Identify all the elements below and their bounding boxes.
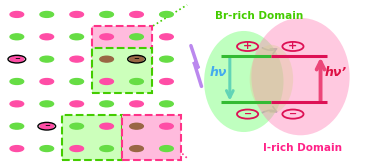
Circle shape — [130, 79, 143, 84]
Circle shape — [40, 56, 54, 62]
Bar — [91, 26, 152, 70]
Circle shape — [130, 123, 143, 129]
Circle shape — [100, 146, 113, 151]
Circle shape — [160, 146, 173, 151]
Ellipse shape — [249, 45, 293, 113]
Circle shape — [70, 101, 84, 107]
Circle shape — [40, 34, 54, 40]
Circle shape — [130, 101, 143, 107]
Text: −: − — [243, 109, 252, 119]
Circle shape — [10, 56, 24, 62]
Circle shape — [160, 34, 173, 40]
Circle shape — [10, 12, 24, 17]
Text: hν: hν — [209, 66, 227, 79]
Circle shape — [100, 79, 113, 84]
Circle shape — [160, 79, 173, 84]
Circle shape — [10, 123, 24, 129]
Circle shape — [70, 123, 84, 129]
Circle shape — [70, 12, 84, 17]
Circle shape — [130, 12, 143, 17]
Circle shape — [10, 79, 24, 84]
Text: +: + — [288, 41, 297, 52]
Text: +: + — [243, 41, 252, 52]
Circle shape — [130, 146, 143, 151]
Bar — [62, 115, 122, 160]
Circle shape — [40, 12, 54, 17]
Circle shape — [10, 34, 24, 40]
Circle shape — [130, 34, 143, 40]
Circle shape — [100, 123, 113, 129]
Text: I-rich Domain: I-rich Domain — [263, 143, 342, 153]
Ellipse shape — [204, 31, 284, 132]
Circle shape — [160, 101, 173, 107]
Bar — [91, 48, 152, 93]
Circle shape — [100, 101, 113, 107]
Circle shape — [40, 79, 54, 84]
Circle shape — [70, 56, 84, 62]
Text: −: − — [14, 56, 20, 62]
Text: Br-rich Domain: Br-rich Domain — [215, 11, 303, 21]
Circle shape — [70, 79, 84, 84]
Circle shape — [130, 56, 143, 62]
Circle shape — [70, 146, 84, 151]
Circle shape — [10, 146, 24, 151]
Circle shape — [70, 34, 84, 40]
Bar — [122, 115, 181, 160]
Circle shape — [40, 101, 54, 107]
Text: −: − — [133, 56, 139, 62]
Text: −: − — [44, 123, 50, 129]
Text: hν’: hν’ — [324, 66, 347, 79]
Text: −: − — [289, 109, 297, 119]
Circle shape — [160, 56, 173, 62]
Circle shape — [100, 12, 113, 17]
Circle shape — [160, 123, 173, 129]
Circle shape — [100, 56, 113, 62]
Circle shape — [160, 12, 173, 17]
Circle shape — [40, 146, 54, 151]
Ellipse shape — [251, 18, 350, 135]
Circle shape — [100, 34, 113, 40]
Circle shape — [10, 101, 24, 107]
Circle shape — [40, 123, 54, 129]
